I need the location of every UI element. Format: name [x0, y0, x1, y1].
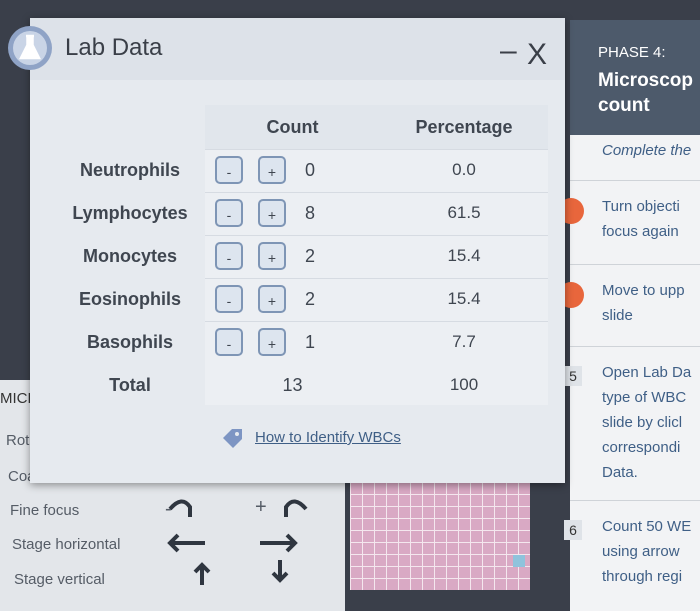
plus-button[interactable]: + [258, 156, 286, 184]
control-label: Stage vertical [14, 571, 105, 588]
tag-icon [223, 429, 242, 448]
row-line [205, 192, 548, 193]
minus-button[interactable]: - [215, 156, 243, 184]
step-text: correspondi [602, 439, 681, 456]
plus-button[interactable]: + [258, 328, 286, 356]
instruction: Complete the [602, 142, 692, 159]
percentage-value: 7.7 [452, 332, 476, 351]
minus-label: - [165, 498, 172, 520]
minimize-button[interactable]: – [500, 34, 517, 67]
row-label: Lymphocytes [72, 203, 188, 223]
control-label: Stage horizontal [12, 536, 121, 553]
step-text: focus again [602, 223, 679, 240]
count-value: 2 [305, 246, 316, 266]
step-text: Count 50 WE [602, 518, 692, 535]
row-line [205, 321, 548, 322]
row-label: Monocytes [82, 246, 178, 266]
percentage-value: 15.4 [447, 289, 481, 308]
plus-label: + [255, 496, 267, 518]
step-text: Data. [602, 464, 638, 481]
step-text: Open Lab Da [602, 364, 692, 381]
dialog-title: Lab Data [65, 34, 163, 61]
count-value: 2 [305, 289, 316, 309]
control-label: Fine focus [10, 502, 80, 519]
close-button[interactable]: X [527, 38, 548, 71]
step-text: Turn objecti [602, 198, 680, 215]
total-count: 13 [282, 375, 303, 395]
count-value: 8 [305, 203, 316, 223]
total-label: Total [109, 375, 151, 395]
minus-button[interactable]: - [215, 285, 243, 313]
control-arrows [167, 499, 308, 585]
step-text: type of WBC [602, 389, 687, 406]
plus-button[interactable]: + [258, 199, 286, 227]
minus-button[interactable]: - [215, 328, 243, 356]
step-divider [570, 500, 700, 501]
phase: PHASE 4: [598, 44, 666, 61]
percentage-value: 0.0 [452, 160, 476, 179]
count-value: 1 [305, 332, 316, 352]
count-value: 0 [305, 160, 316, 180]
step-text: through regi [602, 568, 683, 585]
help-link[interactable]: How to Identify WBCs [255, 429, 401, 446]
column-header: Percentage [415, 117, 513, 137]
row-line [205, 278, 548, 279]
step-text: using arrow [602, 543, 680, 560]
step-text: slide [602, 307, 633, 324]
label-column [55, 105, 205, 405]
row-line [205, 149, 548, 150]
plus-button[interactable]: + [258, 285, 286, 313]
sidebar-header: PHASE 4: Microscop count [570, 20, 700, 135]
row-label: Basophils [86, 332, 174, 352]
step-divider [570, 180, 700, 181]
step-number: 6 [564, 520, 582, 540]
step-number: 5 [564, 366, 582, 386]
flask-icon [8, 26, 52, 70]
percentage-value: 15.4 [447, 246, 481, 265]
step-divider [570, 346, 700, 347]
column-header: Count [266, 117, 319, 137]
minus-button[interactable]: - [215, 242, 243, 270]
step-text: slide by clicl [602, 414, 683, 431]
row-label: Neutrophils [79, 160, 180, 180]
dialog-header: Lab Data – X [8, 18, 565, 80]
percentage-value: 61.5 [447, 203, 481, 222]
lab-data-dialog: Lab Data – X Count Percentage Neutrophils -… [8, 18, 565, 483]
step-text: Move to upp [602, 282, 685, 299]
title-line: count [598, 95, 650, 116]
total-percentage: 100 [449, 375, 479, 394]
minus-button[interactable]: - [215, 199, 243, 227]
sidebar: PHASE 4: Microscop count Complete the Tu… [558, 20, 700, 611]
row-label: Eosinophils [78, 289, 181, 309]
plus-button[interactable]: + [258, 242, 286, 270]
micro-grid [350, 470, 530, 590]
step-divider [570, 264, 700, 265]
title-line: Microscop [598, 70, 694, 91]
count-table: Count Percentage Neutrophils - +0 0.0 Lymphocy… [55, 105, 548, 405]
header-row [205, 105, 548, 149]
row-line [205, 235, 548, 236]
